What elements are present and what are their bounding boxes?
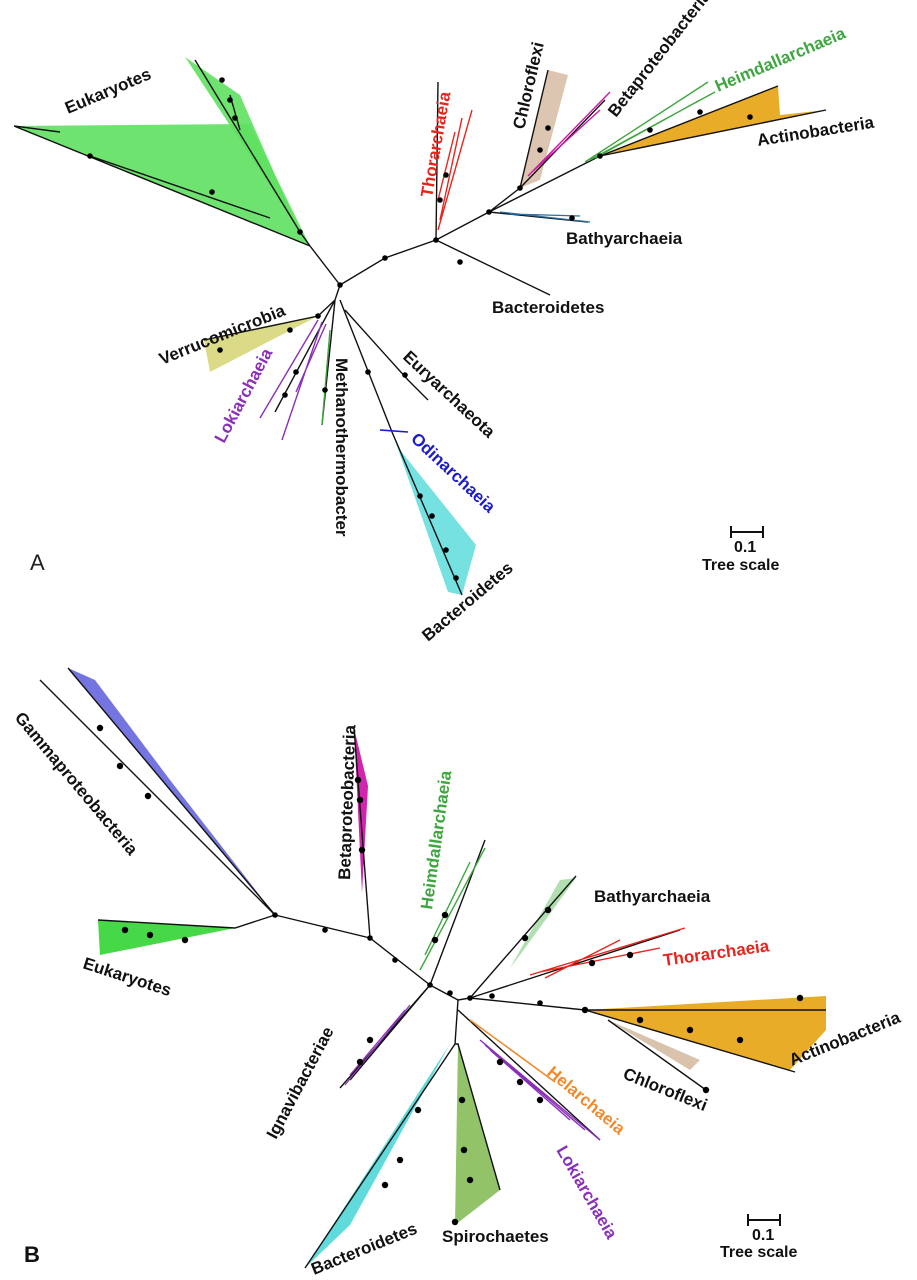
lokiarchaeia-branches-b	[479, 1039, 601, 1141]
tree-scale-b-label: Tree scale	[720, 1244, 798, 1261]
label-a-eukaryotes: Eukaryotes	[62, 64, 154, 117]
label-b-betaproteobacteria: Betaproteobacteria	[335, 724, 359, 880]
panel-a-tree: Eukaryotes Thorarchaeia Chloroflexi Beta…	[13, 0, 876, 645]
bathyarchaeia-branches-a	[499, 211, 591, 223]
tree-scale-b: 0.1 Tree scale	[720, 1214, 798, 1261]
label-a-bathyarchaeia: Bathyarchaeia	[566, 229, 683, 248]
chloroflexi-clade-a	[520, 70, 568, 188]
spirochaetes-clade-b	[455, 1044, 500, 1225]
lokiarchaeia-branches-a	[259, 319, 327, 441]
actinobacteria-clade-b	[585, 996, 826, 1070]
thorarchaeia-branches-a	[437, 109, 473, 231]
eukaryotes-clade-a-upper	[185, 57, 300, 232]
label-a-methanothermobacter: Methanothermobacter	[332, 358, 351, 537]
label-b-eukaryotes: Eukaryotes	[81, 954, 174, 1000]
label-a-bacteroidetes-top: Bacteroidetes	[492, 298, 604, 317]
panel-a-letter: A	[30, 550, 45, 575]
label-b-bacteroidetes: Bacteroidetes	[308, 1219, 419, 1279]
helarchaeia-branches-b	[469, 1019, 556, 1083]
label-b-heimdallarchaeia: Heimdallarchaeia	[417, 769, 455, 911]
panel-b-tree: Gammaproteobacteria Betaproteobacteria H…	[11, 667, 903, 1279]
label-b-spirochaetes: Spirochaetes	[442, 1227, 549, 1246]
chloroflexi-clade-b	[608, 1020, 700, 1070]
label-b-ignavibacteriae: Ignavibacteriae	[263, 1024, 338, 1142]
methanothermobacter-branch-a	[321, 329, 331, 426]
tree-nodes-b	[96, 724, 804, 1226]
tree-scale-a-value: 0.1	[734, 539, 756, 556]
odinarchaeia-clade-a	[392, 432, 476, 595]
tree-scale-a-label: Tree scale	[702, 557, 780, 574]
panel-b-letter: B	[24, 1242, 40, 1267]
odinarchaeia-branch-a	[379, 429, 409, 433]
label-b-bathyarchaeia: Bathyarchaeia	[594, 887, 711, 906]
bacteroidetes-clade-b	[305, 1044, 450, 1268]
label-a-thorarchaeia: Thorarchaeia	[417, 90, 454, 199]
tree-nodes-a	[87, 77, 753, 581]
eukaryotes-clade-b	[98, 920, 235, 955]
thorarchaeia-branches-b	[529, 927, 686, 979]
ignavibacteriae-branches-b	[344, 1004, 411, 1086]
label-a-euryarchaeota: Euryarchaeota	[399, 347, 499, 442]
label-a-heimdallarchaeia: Heimdallarchaeia	[712, 23, 849, 95]
tree-scale-a: 0.1 Tree scale	[702, 526, 780, 574]
label-b-lokiarchaeia: Lokiarchaeia	[553, 1143, 622, 1243]
label-a-betaproteobacteria: Betaproteobacteria	[604, 0, 715, 120]
label-b-chloroflexi: Chloroflexi	[621, 1064, 710, 1115]
label-b-thorarchaeia: Thorarchaeia	[662, 936, 771, 970]
bathyarchaeia-clade-b	[510, 878, 576, 968]
tree-scale-b-value: 0.1	[752, 1227, 774, 1244]
actinobacteria-clade-a	[600, 86, 826, 156]
tree-backbone-b	[39, 667, 826, 1269]
betaproteobacteria-branches-a	[527, 91, 611, 177]
